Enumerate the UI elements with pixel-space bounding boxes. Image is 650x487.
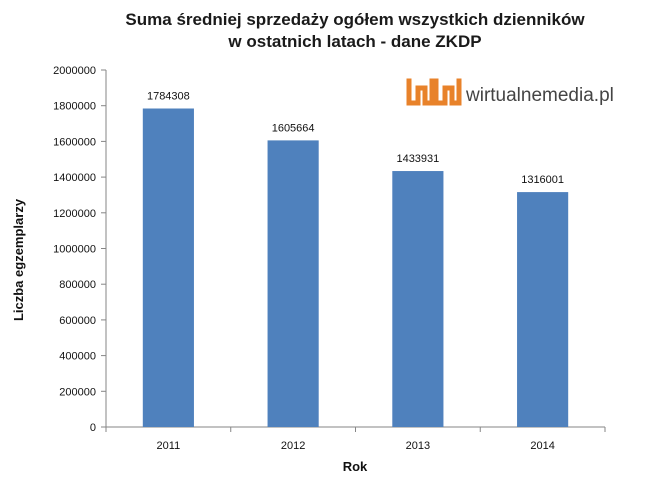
- wirtualnemedia-logo: wirtualnemedia.pl: [406, 78, 614, 106]
- y-tick-label: 1400000: [53, 172, 96, 184]
- data-label-2013: 1433931: [396, 153, 439, 165]
- x-tick-label-2013: 2013: [406, 440, 430, 452]
- y-tick-label: 200000: [59, 386, 96, 398]
- y-tick-label: 2000000: [53, 65, 96, 77]
- x-tick-label-2014: 2014: [530, 440, 554, 452]
- data-label-2014: 1316001: [521, 174, 564, 186]
- logo-text: wirtualnemedia.pl: [465, 85, 614, 106]
- y-tick-label: 800000: [59, 279, 96, 291]
- y-axis-title: Liczba egzemplarzy: [11, 198, 26, 321]
- y-tick-label: 400000: [59, 351, 96, 363]
- y-tick-label: 1800000: [53, 101, 96, 113]
- y-axis: 0 200000 400000 600000 800000 1000000 1200000 1…: [53, 65, 107, 434]
- data-labels: 1784308 1605664 1433931 1316001: [147, 91, 564, 187]
- bar-2011: [142, 108, 194, 427]
- x-axis: 2011 2012 2013 2014: [105, 426, 606, 452]
- y-tick-label: 1200000: [53, 208, 96, 220]
- bar-2012: [267, 140, 319, 427]
- y-tick-label: 600000: [59, 315, 96, 327]
- chart-title-line-2: w ostatnich latach - dane ZKDP: [227, 32, 481, 51]
- wm-logo-icon: [406, 78, 462, 106]
- chart-title-line-1: Suma średniej sprzedaży ogółem wszystkic…: [125, 10, 585, 29]
- bars: [142, 108, 569, 427]
- x-axis-title: Rok: [343, 459, 368, 474]
- data-label-2011: 1784308: [147, 91, 190, 103]
- data-label-2012: 1605664: [272, 122, 315, 134]
- y-tick-label: 0: [90, 422, 96, 434]
- bar-2014: [517, 192, 569, 427]
- bar-2013: [392, 171, 444, 427]
- x-tick-label-2011: 2011: [157, 440, 181, 452]
- x-tick-label-2012: 2012: [281, 440, 305, 452]
- y-tick-label: 1000000: [53, 244, 96, 256]
- y-tick-label: 1600000: [53, 136, 96, 148]
